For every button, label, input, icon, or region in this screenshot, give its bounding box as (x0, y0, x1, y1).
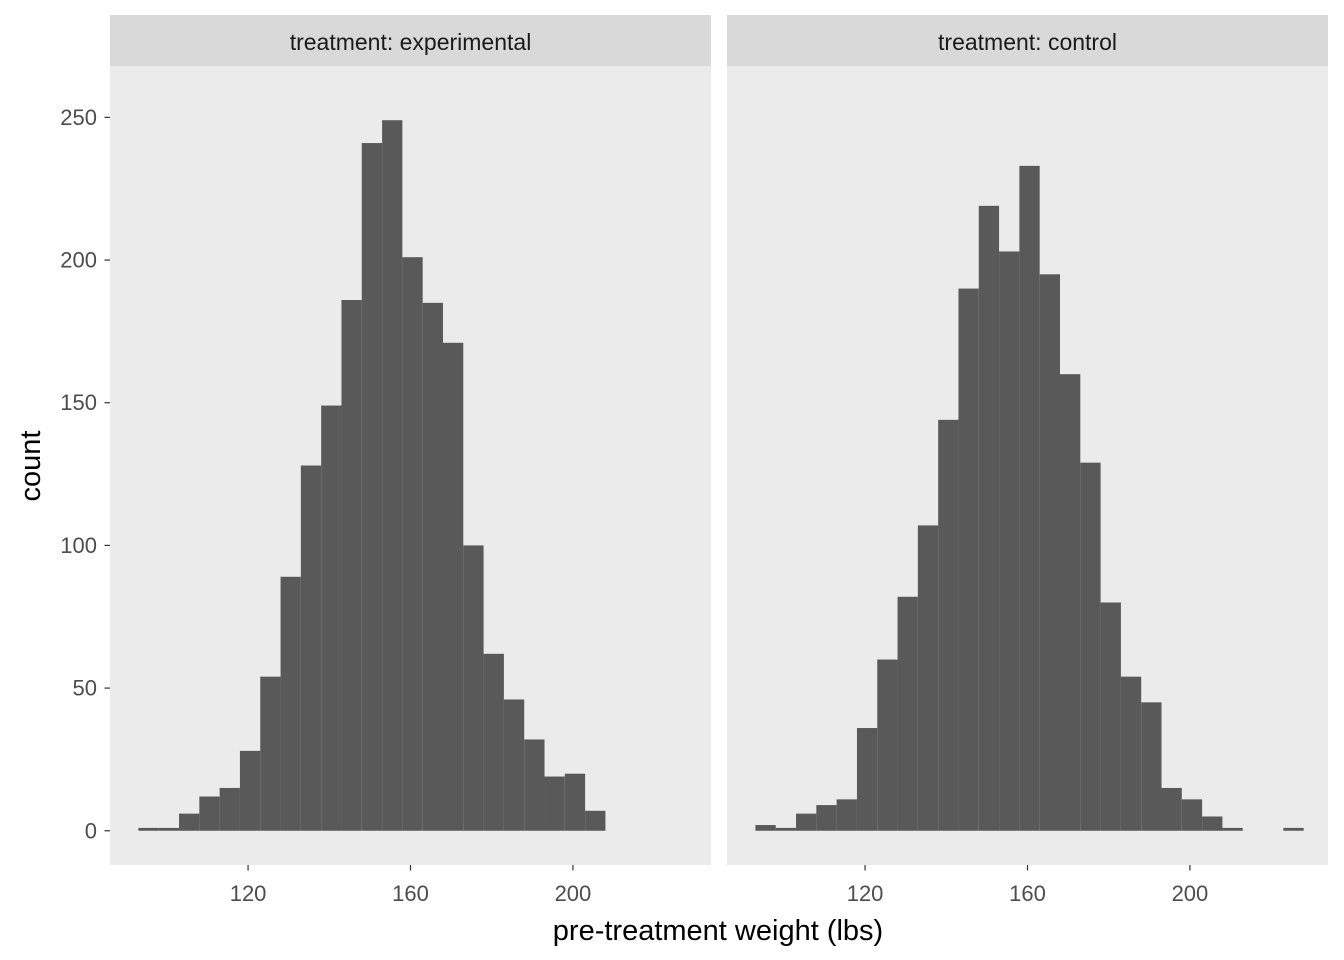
histogram-bar (300, 465, 322, 831)
histogram-bar (999, 251, 1020, 831)
histogram-bar (219, 787, 240, 831)
x-tick-label: 200 (1172, 881, 1209, 906)
histogram-bar (1161, 787, 1182, 831)
y-tick-label: 150 (60, 390, 97, 415)
histogram-bar (280, 576, 301, 831)
histogram-bar (958, 288, 979, 831)
histogram-bar (382, 120, 403, 831)
y-tick-label: 50 (73, 676, 97, 701)
histogram-bar (158, 827, 180, 831)
x-tick-label: 120 (847, 881, 884, 906)
histogram-bar (585, 810, 606, 831)
histogram-bar (897, 596, 918, 831)
panel-experimental: treatment: experimental 120 160 200 (110, 15, 711, 906)
histogram-bar (917, 525, 939, 831)
histogram-bar (877, 659, 898, 831)
histogram-bar (856, 728, 878, 831)
x-axis-title: pre-treatment weight (lbs) (553, 915, 883, 947)
x-tick-label: 200 (555, 881, 592, 906)
histogram-bar (442, 342, 464, 831)
y-tick-label: 100 (60, 533, 97, 558)
histogram-bar (483, 653, 504, 831)
histogram-bar (199, 796, 220, 831)
histogram-bar (544, 776, 565, 831)
histogram-bar (938, 419, 959, 831)
histogram-bar (341, 299, 362, 831)
histogram-bar (1059, 374, 1081, 831)
histogram-bar (796, 813, 817, 831)
histogram-bar (836, 799, 857, 831)
y-tick-label: 200 (60, 248, 97, 273)
histogram-bar (1222, 827, 1243, 831)
histogram-bar (1283, 827, 1304, 831)
histogram-bar (1080, 462, 1101, 831)
y-axis: 0 50 100 150 200 250 (60, 105, 110, 843)
histogram-bar (775, 827, 797, 831)
x-tick-label: 160 (392, 881, 429, 906)
histogram-bar (503, 699, 525, 831)
x-tick-label: 120 (230, 881, 267, 906)
histogram-bar (1120, 676, 1142, 831)
histogram-bar (1100, 602, 1121, 831)
histogram-bar (1141, 702, 1162, 831)
histogram-bar (463, 545, 484, 831)
histogram-bar (1202, 816, 1223, 831)
histogram-bar (1019, 165, 1040, 831)
histogram-bar (816, 805, 837, 831)
histogram-bar (179, 813, 200, 831)
histogram-bar (1181, 799, 1203, 831)
histogram-bar (422, 302, 443, 831)
x-tick-label: 160 (1009, 881, 1046, 906)
y-tick-label: 0 (85, 818, 97, 843)
histogram-bar (524, 739, 545, 831)
histogram-bar (239, 750, 261, 831)
y-tick-label: 250 (60, 105, 97, 130)
histogram-bar (321, 405, 342, 831)
histogram-bar (755, 825, 776, 831)
histogram-bar (361, 143, 383, 831)
y-axis-title: count (15, 431, 47, 502)
histogram-bar (564, 773, 586, 831)
histogram-bar (978, 205, 1000, 831)
facet-strip-label: treatment: experimental (290, 29, 532, 55)
histogram-bar (1039, 274, 1060, 831)
histogram-bar (402, 257, 423, 831)
facet-strip (727, 15, 1328, 66)
facet-strip-label: treatment: control (938, 29, 1117, 55)
histogram-bar (138, 827, 159, 831)
panel-control: treatment: control 120 160 200 (727, 15, 1328, 906)
histogram-bar (260, 676, 281, 831)
facet-strip (110, 15, 711, 66)
